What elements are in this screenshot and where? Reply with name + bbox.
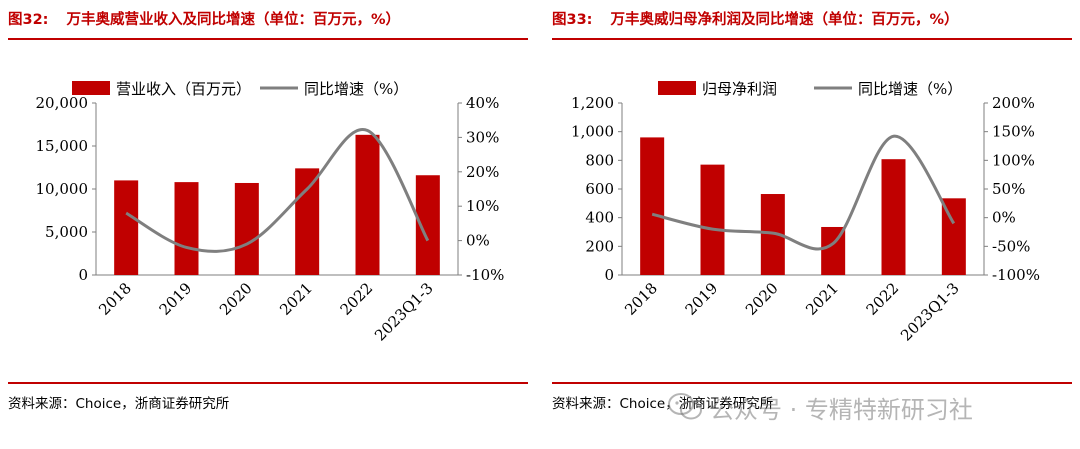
left-tick-label: 600 bbox=[585, 180, 614, 198]
bar bbox=[114, 180, 139, 275]
right-tick-label: 0% bbox=[466, 232, 490, 250]
left-tick-label: 10,000 bbox=[36, 180, 89, 198]
left-tick-label: 15,000 bbox=[36, 137, 89, 155]
figure-32-panel: 图32: 万丰奥威营业收入及同比增速（单位：百万元，%） 0 5,000 10,000… bbox=[8, 0, 528, 449]
legend-bar-label: 营业收入（百万元） bbox=[116, 80, 251, 98]
x-tick-label: 2022 bbox=[863, 279, 903, 319]
bar bbox=[355, 134, 380, 275]
legend-line-label: 同比增速（%） bbox=[858, 80, 962, 98]
right-tick-label: 150% bbox=[992, 123, 1035, 141]
figure-32-bottom-rule bbox=[8, 382, 528, 384]
x-tick-label: 2020 bbox=[742, 279, 782, 319]
right-tick-label: 30% bbox=[466, 128, 499, 146]
figure-33-number: 图33: bbox=[552, 12, 593, 28]
bar bbox=[640, 137, 665, 275]
figure-33-caption: 万丰奥威归母净利润及同比增速（单位：百万元，%） bbox=[610, 12, 959, 28]
x-tick-label: 2023Q1-3 bbox=[371, 279, 437, 345]
right-tick-label: -50% bbox=[992, 237, 1030, 255]
legend-line-label: 同比增速（%） bbox=[304, 80, 408, 98]
figure-32-caption: 万丰奥威营业收入及同比增速（单位：百万元，%） bbox=[66, 12, 401, 28]
revenue-chart: 0 5,000 10,000 15,000 20,000 -10% 0% 10% 20% 30% 4… bbox=[36, 80, 505, 345]
growth-line bbox=[125, 128, 430, 253]
net-profit-chart: 0 200 400 600 800 1,000 1,200 -100% -50% 0% 50% 100… bbox=[571, 80, 1040, 345]
figure-32-title: 图32: 万丰奥威营业收入及同比增速（单位：百万元，%） bbox=[8, 8, 528, 36]
left-tick-label: 200 bbox=[585, 237, 614, 255]
figure-33-panel: 图33: 万丰奥威归母净利润及同比增速（单位：百万元，%） 0 200 400 600 8… bbox=[552, 0, 1072, 449]
right-tick-label: -10% bbox=[466, 266, 504, 284]
right-tick-label: 0% bbox=[992, 209, 1016, 227]
left-tick-label: 1,000 bbox=[571, 123, 614, 141]
x-tick-label: 2018 bbox=[95, 279, 135, 319]
watermark: 公众号 · 专精特新研习社 bbox=[668, 390, 973, 424]
bar bbox=[700, 164, 725, 275]
left-tick-label: 800 bbox=[585, 151, 614, 169]
x-tick-label: 2023Q1-3 bbox=[897, 279, 963, 345]
legend-bar-swatch bbox=[72, 81, 110, 95]
right-tick-label: 50% bbox=[992, 180, 1025, 198]
figure-32-source: 资料来源：Choice，浙商证券研究所 bbox=[8, 396, 230, 412]
x-tick-label: 2019 bbox=[682, 279, 722, 319]
x-tick-label: 2021 bbox=[802, 279, 842, 319]
left-tick-label: 20,000 bbox=[36, 94, 89, 112]
legend-bar-label: 归母净利润 bbox=[702, 80, 777, 98]
x-tick-label: 2019 bbox=[156, 279, 196, 319]
x-tick-label: 2018 bbox=[621, 279, 661, 319]
left-tick-label: 400 bbox=[585, 209, 614, 227]
right-tick-label: 200% bbox=[992, 94, 1035, 112]
watermark-text: 公众号 · 专精特新研习社 bbox=[710, 395, 973, 424]
figure-32-number: 图32: bbox=[8, 12, 49, 28]
right-tick-label: 40% bbox=[466, 94, 499, 112]
left-tick-label: 1,200 bbox=[571, 94, 614, 112]
x-tick-label: 2021 bbox=[276, 279, 316, 319]
right-tick-label: -100% bbox=[992, 266, 1040, 284]
bar bbox=[881, 159, 906, 275]
bar bbox=[234, 182, 259, 275]
figure-33-bottom-rule bbox=[552, 382, 1072, 384]
legend-bar-swatch bbox=[658, 81, 696, 95]
figure-33-title: 图33: 万丰奥威归母净利润及同比增速（单位：百万元，%） bbox=[552, 8, 1072, 36]
x-tick-label: 2022 bbox=[337, 279, 377, 319]
right-tick-label: 20% bbox=[466, 163, 499, 181]
figure-33-source: 资料来源：Choice，浙商证券研究所 bbox=[552, 396, 774, 412]
left-tick-label: 0 bbox=[604, 266, 614, 284]
bar bbox=[295, 168, 320, 275]
figure-32-top-rule bbox=[8, 38, 528, 40]
left-tick-label: 5,000 bbox=[45, 223, 88, 241]
right-tick-label: 100% bbox=[992, 151, 1035, 169]
x-tick-label: 2020 bbox=[216, 279, 256, 319]
bar bbox=[174, 182, 199, 275]
figure-33-top-rule bbox=[552, 38, 1072, 40]
chat-bubble-icon bbox=[668, 393, 702, 420]
left-tick-label: 0 bbox=[78, 266, 88, 284]
right-tick-label: 10% bbox=[466, 197, 499, 215]
growth-line bbox=[651, 134, 956, 251]
